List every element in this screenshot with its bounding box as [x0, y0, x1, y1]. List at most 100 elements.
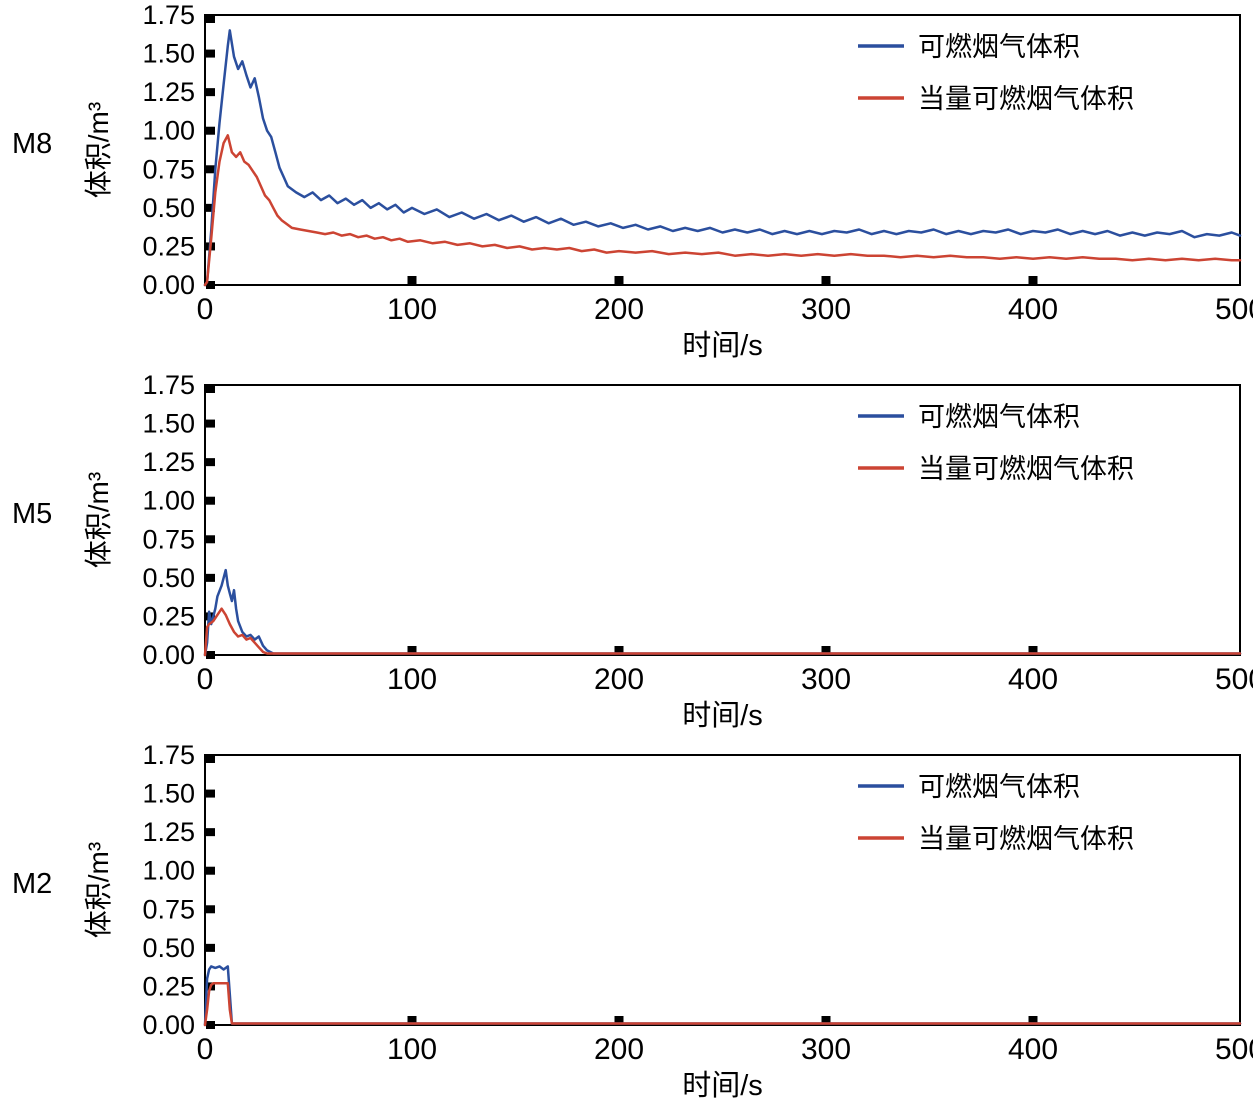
y-tick-mark — [206, 165, 215, 174]
x-tick-mark — [1028, 646, 1038, 655]
y-tick-label: 0.25 — [142, 601, 195, 631]
x-tick-label: 0 — [197, 663, 214, 696]
x-tick-mark — [614, 276, 624, 285]
legend-label-1: 当量可燃烟气体积 — [918, 84, 1134, 114]
x-axis-title: 时间/s — [682, 699, 763, 732]
series-line-1 — [203, 134, 1242, 287]
x-tick-label: 100 — [387, 293, 437, 326]
y-tick-label: 0.25 — [142, 971, 195, 1001]
x-tick-mark — [407, 1016, 417, 1025]
x-tick-mark — [821, 1016, 831, 1025]
y-tick-mark — [206, 573, 215, 582]
legend-label-0: 可燃烟气体积 — [918, 32, 1080, 62]
x-tick-mark — [821, 646, 831, 655]
chart-panel-m2: M2 0.00 0.25 0.50 0.75 1.00 1.25 1.50 1.75 0 100 2… — [0, 740, 1253, 1110]
series-line-0 — [203, 29, 1242, 287]
y-tick-label: 1.25 — [142, 77, 195, 107]
x-tick-mark — [614, 646, 624, 655]
legend-label-1: 当量可燃烟气体积 — [918, 454, 1134, 484]
plot-border — [204, 384, 1241, 656]
y-tick-label: 1.00 — [142, 486, 195, 516]
plot-border — [204, 754, 1241, 1026]
x-tick-label: 0 — [197, 1033, 214, 1066]
series-line-1 — [203, 607, 1242, 657]
y-tick-label: 1.25 — [142, 447, 195, 477]
x-tick-label: 400 — [1008, 663, 1058, 696]
y-tick-mark — [206, 943, 215, 952]
y-tick-mark — [206, 281, 215, 289]
x-tick-mark — [407, 276, 417, 285]
y-tick-label: 1.50 — [142, 39, 195, 69]
x-tick-mark — [821, 276, 831, 285]
y-tick-mark — [206, 905, 215, 914]
x-tick-label: 300 — [801, 293, 851, 326]
x-tick-label: 100 — [387, 1033, 437, 1066]
x-axis-title: 时间/s — [682, 329, 763, 362]
plot-border — [204, 14, 1241, 286]
y-tick-label: 1.75 — [142, 740, 195, 770]
x-tick-mark — [1028, 276, 1038, 285]
y-tick-label: 0.75 — [142, 154, 195, 184]
x-tick-label: 200 — [594, 663, 644, 696]
x-tick-mark — [407, 646, 417, 655]
y-tick-mark — [206, 1021, 215, 1029]
y-tick-label: 1.00 — [142, 116, 195, 146]
x-tick-label: 500 — [1215, 293, 1253, 326]
y-tick-mark — [206, 496, 215, 505]
y-tick-mark — [206, 126, 215, 135]
legend-label-1: 当量可燃烟气体积 — [918, 824, 1134, 854]
legend-label-0: 可燃烟气体积 — [918, 772, 1080, 802]
x-tick-label: 300 — [801, 663, 851, 696]
x-tick-label: 300 — [801, 1033, 851, 1066]
x-tick-label: 400 — [1008, 293, 1058, 326]
y-tick-label: 0.75 — [142, 524, 195, 554]
series-line-0 — [203, 568, 1242, 657]
y-tick-label: 0.50 — [142, 563, 195, 593]
x-tick-label: 200 — [594, 293, 644, 326]
y-axis-title: 体积/m³ — [83, 102, 114, 198]
y-tick-mark — [206, 419, 215, 428]
y-axis-title: 体积/m³ — [83, 472, 114, 568]
panel-label-m2: M2 — [12, 868, 53, 900]
y-tick-label: 1.50 — [142, 779, 195, 809]
x-tick-mark — [1028, 1016, 1038, 1025]
chart-panel-m5: M5 0.00 0.25 0.50 0.75 1.00 1.25 1.50 1.75 0 100 2… — [0, 370, 1253, 740]
x-tick-mark — [614, 1016, 624, 1025]
y-tick-label: 1.75 — [142, 0, 195, 30]
y-tick-mark — [206, 866, 215, 875]
y-tick-mark — [206, 88, 215, 97]
y-tick-mark — [206, 789, 215, 798]
x-tick-label: 100 — [387, 663, 437, 696]
panel-label-m8: M8 — [12, 128, 53, 160]
y-tick-mark — [206, 755, 215, 763]
y-tick-label: 0.50 — [142, 933, 195, 963]
y-tick-mark — [206, 535, 215, 544]
series-line-1 — [203, 982, 1242, 1027]
y-tick-mark — [206, 49, 215, 58]
x-axis-title: 时间/s — [682, 1069, 763, 1102]
y-tick-label: 1.00 — [142, 856, 195, 886]
y-tick-label: 1.75 — [142, 370, 195, 400]
series-line-0 — [203, 965, 1242, 1027]
chart-m2: 0.00 0.25 0.50 0.75 1.00 1.25 1.50 1.75 0 100 200 3… — [83, 740, 1253, 1102]
y-tick-label: 0.00 — [142, 270, 195, 300]
y-tick-label: 0.00 — [142, 1010, 195, 1040]
legend-label-0: 可燃烟气体积 — [918, 402, 1080, 432]
chart-m5: 0.00 0.25 0.50 0.75 1.00 1.25 1.50 1.75 0 100 200 3… — [83, 370, 1253, 732]
y-tick-label: 0.75 — [142, 894, 195, 924]
x-tick-label: 400 — [1008, 1033, 1058, 1066]
y-tick-label: 1.25 — [142, 817, 195, 847]
y-tick-mark — [206, 385, 215, 393]
y-tick-mark — [206, 15, 215, 23]
y-tick-label: 1.50 — [142, 409, 195, 439]
y-tick-mark — [206, 203, 215, 212]
x-tick-label: 200 — [594, 1033, 644, 1066]
y-tick-label: 0.50 — [142, 193, 195, 223]
chart-m8: 0.00 0.25 0.50 0.75 1.00 1.25 1.50 1.75 0 100 200 3… — [83, 0, 1253, 362]
chart-panel-m8: M8 0.00 0.25 0.50 0.75 1.00 1.25 1.50 1.75 0 100 2… — [0, 0, 1253, 370]
y-tick-label: 0.25 — [142, 231, 195, 261]
x-tick-label: 0 — [197, 293, 214, 326]
y-tick-mark — [206, 828, 215, 837]
x-tick-label: 500 — [1215, 663, 1253, 696]
y-tick-mark — [206, 458, 215, 467]
